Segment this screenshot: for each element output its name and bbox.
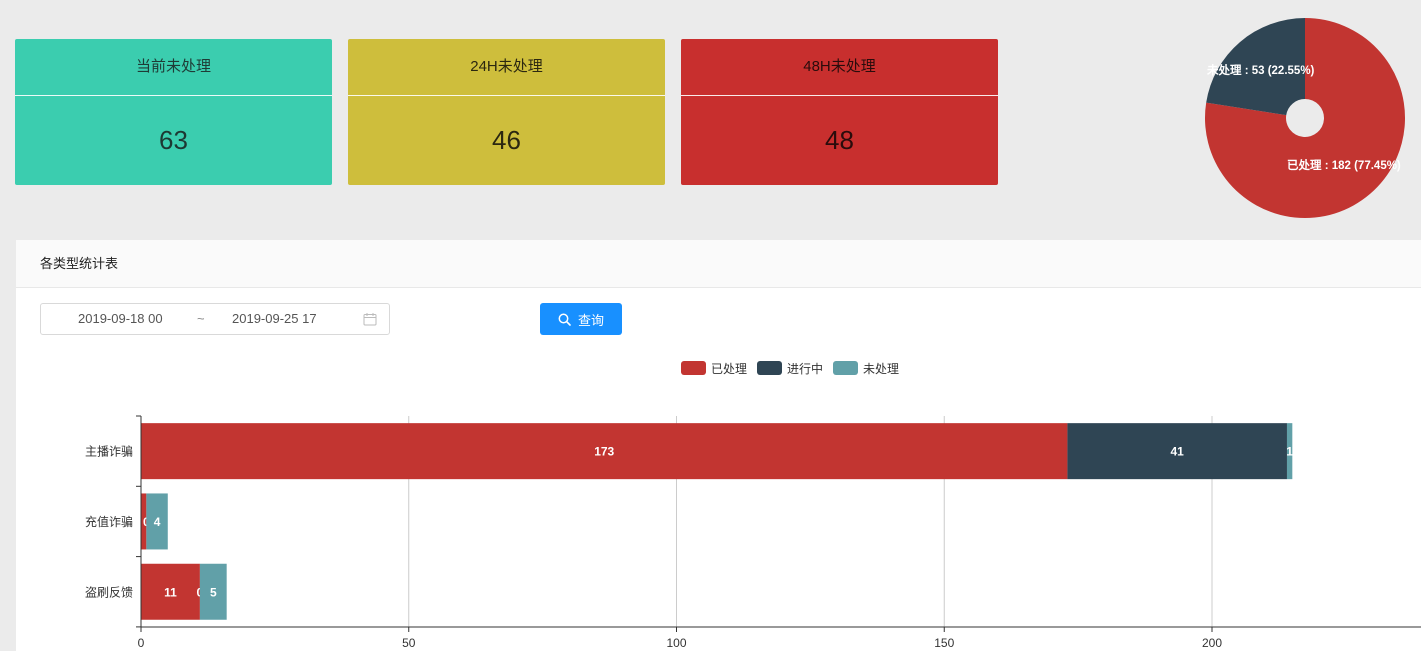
bar-segment-2-0[interactable]: [141, 563, 200, 620]
search-icon: [558, 313, 571, 326]
x-tick-label-2: 100: [666, 636, 686, 650]
bar-label-2-2: 5: [210, 585, 217, 599]
legend-swatch-2[interactable]: [833, 361, 858, 375]
bar-label-2-0: 11: [164, 585, 177, 599]
pending-24h-card: 24H未处理 46: [348, 39, 665, 185]
pending-now-card: 当前未处理 63: [15, 39, 332, 185]
bar-label-0-2: 1: [1286, 445, 1293, 459]
bar-segment-0-2[interactable]: [1286, 423, 1293, 480]
bar-segment-1-0[interactable]: [141, 493, 147, 550]
pending-48h-label: 48H未处理: [681, 39, 998, 96]
pending-now-label: 当前未处理: [15, 39, 332, 96]
date-separator: ~: [197, 311, 205, 326]
pie-slice-0[interactable]: [1205, 18, 1405, 219]
bar-segment-0-1[interactable]: [1067, 423, 1287, 480]
calendar-icon[interactable]: [363, 312, 377, 326]
legend-label-1[interactable]: 进行中: [787, 361, 823, 376]
panel-title: 各类型统计表: [40, 256, 119, 271]
search-button-label: 查询: [577, 312, 604, 328]
pending-48h-value: 48: [825, 125, 854, 155]
pending-48h-card: 48H未处理 48: [681, 39, 998, 185]
pending-now-value: 63: [159, 125, 188, 155]
category-label-0: 主播诈骗: [85, 444, 133, 459]
pending-24h-label: 24H未处理: [348, 39, 665, 96]
bar-label-1-2: 4: [154, 515, 161, 529]
category-label-1: 充值诈骗: [85, 514, 133, 529]
legend-swatch-0[interactable]: [681, 361, 706, 375]
legend-swatch-1[interactable]: [757, 361, 782, 375]
pie-label-0: 已处理 : 182 (77.45%): [1287, 158, 1401, 172]
x-tick-label-4: 200: [1202, 636, 1222, 650]
search-button[interactable]: 查询: [540, 303, 622, 335]
date-end-input[interactable]: 2019-09-25 17: [232, 311, 317, 326]
pie-slice-1[interactable]: [1206, 18, 1305, 116]
x-tick-label-3: 150: [934, 636, 954, 650]
status-pie-chart: 已处理 : 182 (77.45%) 未处理 : 53 (22.55%): [1205, 18, 1405, 219]
legend-label-0[interactable]: 已处理: [711, 362, 747, 376]
x-tick-label-0: 0: [138, 636, 145, 650]
bar-segment-2-2[interactable]: [199, 563, 227, 620]
date-start-input[interactable]: 2019-09-18 00: [78, 311, 163, 326]
x-tick-label-1: 50: [402, 636, 416, 650]
legend-label-2[interactable]: 未处理: [863, 362, 899, 376]
date-range-picker[interactable]: 2019-09-18 00 ~ 2019-09-25 17: [40, 303, 390, 335]
bar-label-0-1: 41: [1171, 445, 1185, 459]
bar-segment-1-2[interactable]: [146, 493, 168, 550]
category-label-2: 盗刷反馈: [85, 584, 133, 599]
pie-label-1: 未处理 : 53 (22.55%): [1206, 63, 1315, 77]
bar-segment-0-0[interactable]: [141, 423, 1068, 480]
pending-24h-value: 46: [492, 125, 521, 155]
bar-label-0-0: 173: [594, 445, 614, 459]
type-stacked-bar-chart: 已处理进行中未处理173411主播诈骗04充值诈骗1105盗刷反馈0501001…: [85, 361, 1421, 650]
panel-header: 各类型统计表: [16, 240, 1421, 288]
